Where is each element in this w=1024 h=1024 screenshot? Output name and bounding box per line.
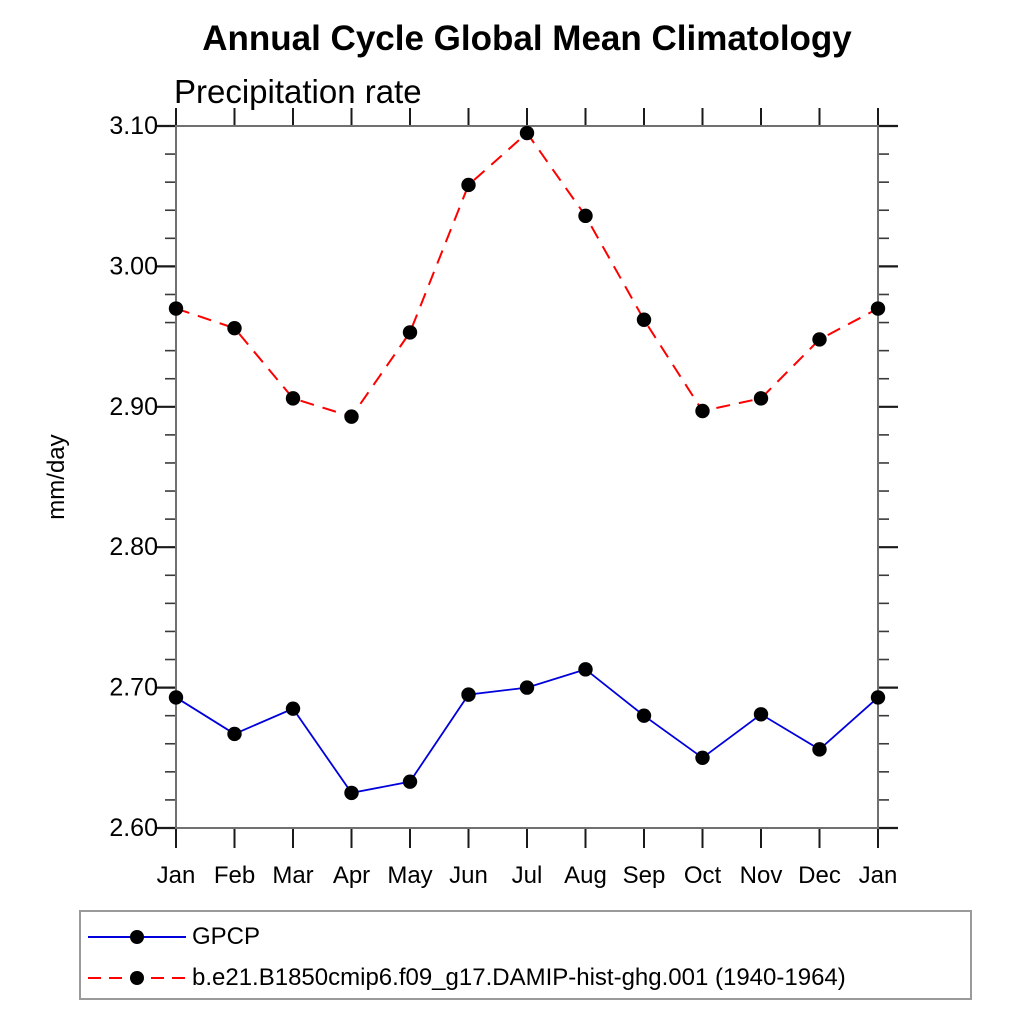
- data-point-marker: [461, 177, 476, 193]
- legend-box: GPCP b.e21.B1850cmip6.f09_g17.DAMIP-hist…: [79, 910, 972, 1000]
- data-point-marker: [695, 750, 710, 765]
- x-tick-label: May: [387, 862, 432, 889]
- data-point-marker: [285, 391, 301, 406]
- legend-label-model: b.e21.B1850cmip6.f09_g17.DAMIP-hist-ghg.…: [192, 964, 846, 991]
- y-tick-label: 3.00: [109, 252, 158, 280]
- x-tick-label: Feb: [214, 862, 255, 889]
- data-point-marker: [812, 742, 827, 757]
- data-point-marker: [461, 687, 476, 702]
- y-tick-label: 2.70: [109, 674, 158, 702]
- x-tick-label: Jan: [859, 862, 898, 889]
- data-point-marker: [168, 690, 184, 705]
- x-tick-label: Jan: [157, 862, 196, 889]
- data-point-marker: [870, 690, 886, 705]
- plot-frame: [175, 125, 879, 829]
- data-point-marker: [753, 707, 769, 722]
- data-point-marker: [344, 785, 359, 801]
- x-tick-label: Oct: [684, 862, 722, 889]
- y-tick-label: 3.10: [109, 112, 158, 140]
- chart-title: Annual Cycle Global Mean Climatology: [202, 19, 852, 58]
- legend-swatch-dashed-line-icon: [88, 971, 186, 985]
- data-point-marker: [168, 301, 184, 316]
- data-point-marker: [344, 409, 359, 424]
- data-point-marker: [402, 774, 418, 789]
- data-point-marker: [870, 301, 886, 316]
- x-tick-label: Jul: [512, 862, 543, 889]
- legend-swatch-solid-line-icon: [88, 930, 186, 944]
- series-line-1: [175, 131, 879, 418]
- x-tick-label: Aug: [564, 862, 607, 889]
- data-point-marker: [227, 726, 242, 742]
- data-point-marker: [402, 325, 418, 340]
- x-tick-label: Sep: [623, 862, 666, 889]
- data-point-marker: [695, 403, 710, 419]
- data-point-marker: [753, 391, 769, 406]
- data-point-marker: [812, 332, 827, 347]
- legend-item-model: b.e21.B1850cmip6.f09_g17.DAMIP-hist-ghg.…: [87, 964, 846, 992]
- y-tick-label: 2.80: [109, 533, 158, 561]
- data-point-marker: [636, 708, 652, 723]
- x-tick-label: Apr: [333, 862, 370, 889]
- chart-left-string: Precipitation rate: [174, 73, 422, 110]
- data-point-marker: [578, 662, 593, 677]
- x-tick-label: Nov: [740, 862, 783, 889]
- x-tick-label: Dec: [798, 862, 841, 889]
- legend-label-gpcp: GPCP: [192, 923, 261, 950]
- legend-item-gpcp: GPCP: [87, 923, 260, 951]
- data-point-marker: [519, 680, 535, 695]
- y-tick-label: 2.60: [109, 814, 158, 842]
- data-point-marker: [285, 701, 301, 716]
- y-tick-label: 2.90: [109, 393, 158, 421]
- data-point-marker: [227, 320, 242, 336]
- data-point-marker: [578, 208, 593, 224]
- data-point-marker: [636, 312, 652, 327]
- x-tick-label: Mar: [272, 862, 313, 889]
- data-point-marker: [519, 125, 535, 141]
- x-tick-label: Jun: [449, 862, 488, 889]
